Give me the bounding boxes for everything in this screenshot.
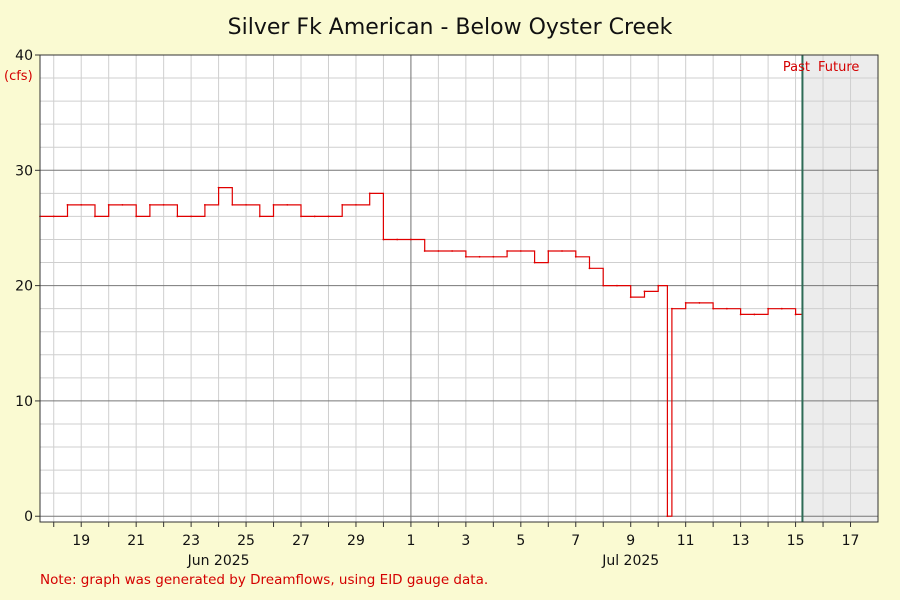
data-point bbox=[355, 204, 357, 206]
data-point bbox=[725, 307, 728, 310]
data-point bbox=[272, 204, 275, 206]
data-point bbox=[190, 215, 193, 218]
x-tick-label: 19 bbox=[72, 533, 90, 549]
data-point bbox=[368, 192, 371, 195]
x-tick-label: 1 bbox=[406, 533, 415, 549]
x-month-label: Jun 2025 bbox=[187, 553, 250, 569]
data-point bbox=[698, 302, 701, 304]
y-axis-unit-label: (cfs) bbox=[4, 69, 33, 84]
data-point bbox=[478, 255, 481, 258]
x-tick-label: 23 bbox=[182, 533, 200, 549]
x-tick-label: 13 bbox=[732, 533, 750, 549]
data-point bbox=[794, 313, 797, 316]
y-tick-label: 30 bbox=[15, 163, 33, 179]
series-line bbox=[40, 187, 803, 517]
data-point bbox=[258, 215, 261, 218]
data-point bbox=[533, 261, 536, 264]
data-point bbox=[94, 215, 96, 218]
data-point bbox=[437, 250, 440, 252]
data-point bbox=[753, 313, 756, 316]
past-label: Past bbox=[783, 60, 810, 75]
data-point bbox=[396, 238, 399, 241]
data-point bbox=[506, 250, 508, 252]
data-point bbox=[341, 204, 344, 206]
data-point bbox=[52, 215, 55, 218]
x-tick-label: 21 bbox=[127, 533, 145, 549]
plot-frame bbox=[39, 54, 879, 523]
data-point bbox=[780, 307, 783, 310]
data-point bbox=[162, 204, 165, 206]
minor-grid bbox=[40, 55, 878, 522]
chart-title: Silver Fk American - Below Oyster Creek bbox=[228, 15, 673, 40]
data-point bbox=[382, 238, 385, 241]
x-tick-label: 3 bbox=[461, 533, 470, 549]
data-point bbox=[176, 215, 179, 218]
x-tick-label: 17 bbox=[842, 533, 860, 549]
y-axis: 0 10 20 30 40 bbox=[15, 48, 40, 525]
x-tick-label: 25 bbox=[237, 533, 255, 549]
x-tick-label: 15 bbox=[787, 533, 805, 549]
x-tick-label: 5 bbox=[516, 533, 525, 549]
data-point bbox=[66, 204, 69, 206]
data-point bbox=[767, 307, 769, 310]
data-point bbox=[519, 250, 522, 252]
data-point bbox=[245, 204, 247, 206]
data-point bbox=[217, 186, 220, 189]
y-tick-label: 20 bbox=[15, 279, 33, 295]
data-point bbox=[602, 284, 605, 287]
data-point bbox=[588, 267, 591, 270]
x-tick-label: 29 bbox=[347, 533, 365, 549]
plot-background bbox=[40, 55, 878, 522]
y-tick-label: 10 bbox=[15, 394, 33, 410]
data-point bbox=[666, 515, 669, 518]
data-point bbox=[286, 204, 289, 206]
x-tick-label: 9 bbox=[626, 533, 635, 549]
x-tick-label: 27 bbox=[292, 533, 310, 549]
y-tick-label: 40 bbox=[15, 48, 33, 64]
future-label: Future bbox=[818, 60, 859, 75]
data-point bbox=[574, 255, 577, 258]
data-point bbox=[80, 204, 83, 206]
data-point bbox=[492, 255, 495, 258]
data-point bbox=[451, 250, 454, 252]
x-month-label: Jul 2025 bbox=[601, 553, 659, 569]
data-point bbox=[410, 238, 412, 241]
data-point bbox=[464, 255, 467, 258]
future-shaded-region bbox=[802, 55, 878, 522]
data-point bbox=[327, 215, 330, 218]
data-point bbox=[616, 284, 618, 287]
data-point bbox=[300, 215, 302, 218]
data-point bbox=[712, 307, 715, 310]
data-point bbox=[231, 204, 234, 206]
data-point bbox=[629, 296, 632, 299]
data-point bbox=[671, 307, 673, 310]
data-point bbox=[135, 215, 138, 218]
data-point bbox=[313, 215, 316, 218]
data-point bbox=[107, 204, 110, 206]
footer-note: Note: graph was generated by Dreamflows,… bbox=[40, 572, 489, 588]
data-point bbox=[561, 250, 563, 252]
data-point bbox=[423, 250, 426, 252]
data-point bbox=[547, 250, 550, 252]
data-point bbox=[203, 204, 206, 206]
data-point bbox=[684, 302, 687, 304]
data-point bbox=[121, 204, 124, 206]
data-point bbox=[149, 204, 151, 206]
data-point bbox=[643, 290, 646, 293]
data-point bbox=[739, 313, 742, 316]
data-point bbox=[657, 284, 660, 287]
y-tick-label: 0 bbox=[24, 509, 33, 525]
x-tick-label: 7 bbox=[571, 533, 580, 549]
x-tick-label: 11 bbox=[677, 533, 695, 549]
